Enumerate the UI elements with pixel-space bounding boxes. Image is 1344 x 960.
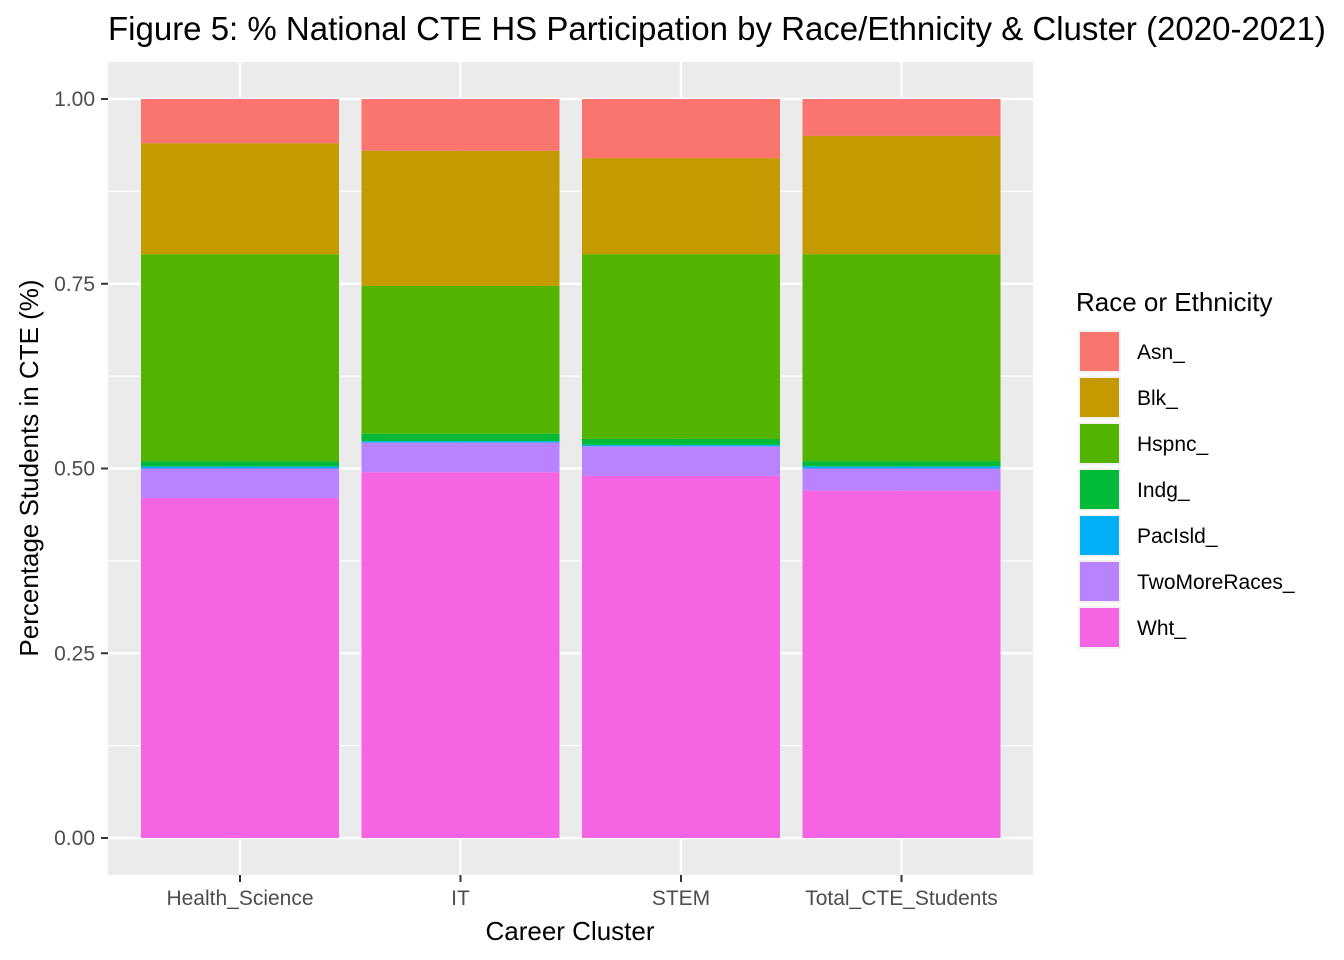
bar-segment-indg-stem bbox=[582, 438, 780, 445]
chart-title: Figure 5: % National CTE HS Participatio… bbox=[108, 10, 1326, 47]
bar-segment-twomoreraces-stem bbox=[582, 446, 780, 476]
legend-label: Blk_ bbox=[1137, 387, 1178, 410]
bar-segment-blk-it bbox=[361, 150, 560, 286]
bar-segment-hspnc-it bbox=[361, 285, 560, 434]
legend-label: Indg_ bbox=[1137, 479, 1190, 502]
bar-segment-twomoreraces-it bbox=[361, 442, 560, 473]
bar-segment-twomoreraces-total_cte_students bbox=[802, 468, 1001, 491]
y-tick-label: 0.00 bbox=[54, 827, 95, 850]
bar-segment-wht-stem bbox=[582, 475, 780, 838]
bar-segment-wht-total_cte_students bbox=[802, 490, 1001, 838]
bar-segment-indg-it bbox=[361, 433, 560, 442]
bar-segment-hspnc-health_science bbox=[141, 254, 339, 462]
bar-segment-indg-total_cte_students bbox=[802, 461, 1001, 467]
bar-segment-pacisld-total_cte_students bbox=[802, 466, 1001, 469]
legend-label: Hspnc_ bbox=[1137, 433, 1209, 456]
legend-label: Wht_ bbox=[1137, 617, 1186, 640]
legend: Race or Ethnicity Asn_ Blk_ Hspnc_ Indg_ Pac… bbox=[1076, 287, 1295, 649]
legend-label: Asn_ bbox=[1137, 341, 1185, 364]
x-tick-label: Total_CTE_Students bbox=[805, 887, 998, 910]
bar-segment-asn-it bbox=[361, 99, 560, 151]
legend-swatch bbox=[1080, 516, 1119, 555]
legend-label: TwoMoreRaces_ bbox=[1137, 571, 1295, 594]
legend-title: Race or Ethnicity bbox=[1076, 287, 1273, 317]
x-axis: Health_Science IT STEM Total_CTE_Students bbox=[166, 875, 998, 910]
bar-segment-blk-stem bbox=[582, 158, 780, 255]
legend-swatch bbox=[1080, 608, 1119, 647]
bar-segment-indg-health_science bbox=[141, 461, 339, 467]
legend-swatch bbox=[1080, 470, 1119, 509]
bar-segment-asn-total_cte_students bbox=[802, 99, 1001, 136]
x-tick-label: Health_Science bbox=[166, 887, 313, 910]
bar-segment-wht-health_science bbox=[141, 498, 339, 838]
legend-swatch bbox=[1080, 332, 1119, 371]
legend-label: PacIsld_ bbox=[1137, 525, 1218, 548]
bar-segment-pacisld-it bbox=[361, 441, 560, 443]
y-tick-label: 0.25 bbox=[54, 642, 95, 665]
y-axis-title: Percentage Students in CTE (%) bbox=[14, 279, 44, 656]
bar-segment-hspnc-total_cte_students bbox=[802, 254, 1001, 462]
bar-segment-asn-stem bbox=[582, 99, 780, 159]
bars bbox=[141, 99, 1001, 838]
bar-segment-hspnc-stem bbox=[582, 254, 780, 439]
x-tick-label: STEM bbox=[652, 887, 710, 910]
bar-segment-blk-total_cte_students bbox=[802, 135, 1001, 255]
x-axis-title: Career Cluster bbox=[485, 916, 654, 946]
y-tick-label: 0.75 bbox=[54, 273, 95, 296]
bar-segment-pacisld-stem bbox=[582, 444, 780, 447]
y-tick-label: 1.00 bbox=[54, 88, 95, 111]
legend-swatch bbox=[1080, 424, 1119, 463]
bar-segment-twomoreraces-health_science bbox=[141, 468, 339, 499]
bar-segment-wht-it bbox=[361, 472, 560, 838]
y-axis: 0.00 0.25 0.50 0.75 1.00 bbox=[54, 88, 108, 850]
legend-swatch bbox=[1080, 562, 1119, 601]
y-tick-label: 0.50 bbox=[54, 458, 95, 481]
bar-segment-pacisld-health_science bbox=[141, 466, 339, 469]
x-tick-label: IT bbox=[451, 887, 470, 910]
bar-segment-asn-health_science bbox=[141, 99, 339, 144]
legend-swatch bbox=[1080, 378, 1119, 417]
bar-segment-blk-health_science bbox=[141, 143, 339, 255]
